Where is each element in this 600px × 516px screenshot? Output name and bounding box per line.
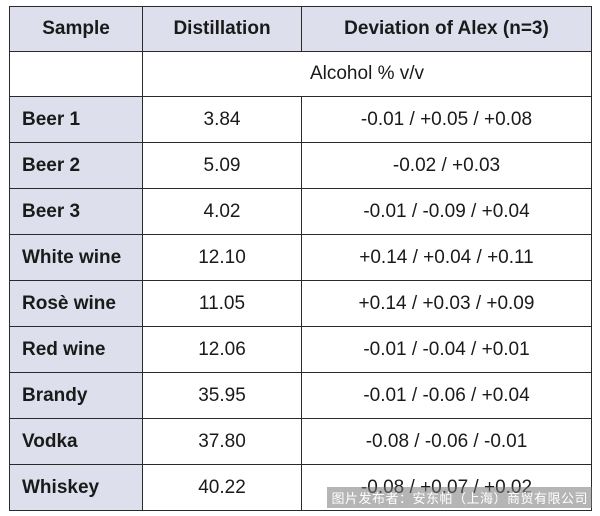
distillation-value-cell: 12.06	[142, 326, 302, 373]
distillation-value-cell: 37.80	[142, 418, 302, 465]
column-header-sample: Sample	[9, 6, 143, 52]
table-row: Rosè wine 11.05 +0.14 / +0.03 / +0.09	[9, 280, 592, 327]
table-row: Brandy 35.95 -0.01 / -0.06 / +0.04	[9, 372, 592, 419]
sample-name-cell: Beer 3	[9, 188, 143, 235]
sample-name-cell: Red wine	[9, 326, 143, 373]
deviation-value-cell: -0.02 / +0.03	[301, 142, 592, 189]
distillation-value-cell: 5.09	[142, 142, 302, 189]
column-header-deviation: Deviation of Alex (n=3)	[301, 6, 592, 52]
distillation-value-cell: 4.02	[142, 188, 302, 235]
distillation-value-cell: 11.05	[142, 280, 302, 327]
publisher-watermark: 图片发布者：安东帕（上海）商贸有限公司	[327, 487, 592, 508]
table-body: Beer 1 3.84 -0.01 / +0.05 / +0.08 Beer 2 5.0…	[9, 96, 592, 511]
distillation-value-cell: 12.10	[142, 234, 302, 281]
distillation-value-cell: 35.95	[142, 372, 302, 419]
table-row: Beer 2 5.09 -0.02 / +0.03	[9, 142, 592, 189]
sample-name-cell: Beer 1	[9, 96, 143, 143]
deviation-value-cell: -0.01 / +0.05 / +0.08	[301, 96, 592, 143]
sample-name-cell: Rosè wine	[9, 280, 143, 327]
deviation-value-cell: +0.14 / +0.03 / +0.09	[301, 280, 592, 327]
table-row: Red wine 12.06 -0.01 / -0.04 / +0.01	[9, 326, 592, 373]
units-label: Alcohol % v/v	[142, 51, 592, 97]
units-row-blank-cell	[9, 51, 143, 97]
table-row: Vodka 37.80 -0.08 / -0.06 / -0.01	[9, 418, 592, 465]
distillation-value-cell: 40.22	[142, 464, 302, 511]
alcohol-comparison-table: Sample Distillation Deviation of Alex (n…	[9, 6, 592, 511]
deviation-value-cell: -0.01 / -0.04 / +0.01	[301, 326, 592, 373]
deviation-value-cell: +0.14 / +0.04 / +0.11	[301, 234, 592, 281]
table-row: Beer 3 4.02 -0.01 / -0.09 / +0.04	[9, 188, 592, 235]
sample-name-cell: White wine	[9, 234, 143, 281]
distillation-value-cell: 3.84	[142, 96, 302, 143]
deviation-value-cell: -0.01 / -0.09 / +0.04	[301, 188, 592, 235]
column-header-distillation: Distillation	[142, 6, 302, 52]
sample-name-cell: Beer 2	[9, 142, 143, 189]
table-header-row: Sample Distillation Deviation of Alex (n…	[9, 6, 592, 52]
units-row: Alcohol % v/v	[9, 51, 592, 97]
deviation-value-cell: -0.08 / -0.06 / -0.01	[301, 418, 592, 465]
table-row: White wine 12.10 +0.14 / +0.04 / +0.11	[9, 234, 592, 281]
sample-name-cell: Whiskey	[9, 464, 143, 511]
sample-name-cell: Vodka	[9, 418, 143, 465]
table-row: Beer 1 3.84 -0.01 / +0.05 / +0.08	[9, 96, 592, 143]
sample-name-cell: Brandy	[9, 372, 143, 419]
alcohol-comparison-table-container: Sample Distillation Deviation of Alex (n…	[9, 6, 592, 511]
deviation-value-cell: -0.01 / -0.06 / +0.04	[301, 372, 592, 419]
